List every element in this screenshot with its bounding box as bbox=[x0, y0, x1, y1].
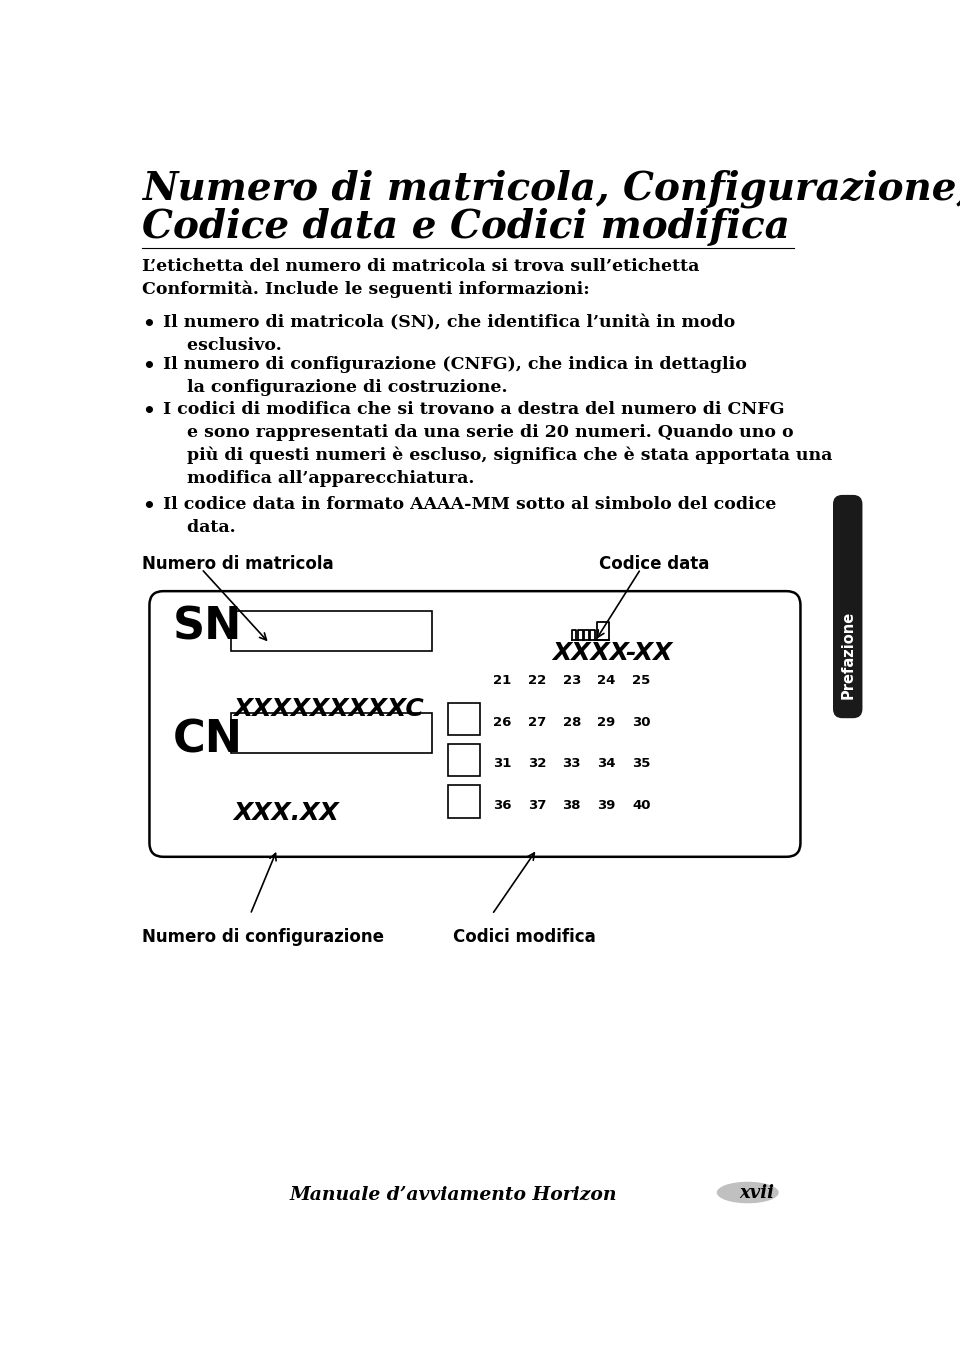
Text: 34: 34 bbox=[597, 758, 616, 770]
Text: Numero di configurazione: Numero di configurazione bbox=[142, 928, 384, 946]
Text: 21: 21 bbox=[492, 674, 511, 688]
Text: Il numero di matricola (SN), che identifica l’unità in modo
    esclusivo.: Il numero di matricola (SN), che identif… bbox=[162, 314, 734, 354]
Text: 38: 38 bbox=[563, 799, 581, 812]
Text: 24: 24 bbox=[597, 674, 615, 688]
Text: I codici di modifica che si trovano a destra del numero di CNFG
    e sono rappr: I codici di modifica che si trovano a de… bbox=[162, 401, 832, 487]
FancyBboxPatch shape bbox=[150, 591, 801, 857]
Text: •: • bbox=[142, 497, 155, 516]
Text: 30: 30 bbox=[633, 715, 651, 729]
Text: 36: 36 bbox=[492, 799, 512, 812]
Text: Codice data: Codice data bbox=[599, 556, 709, 573]
Text: 29: 29 bbox=[597, 715, 615, 729]
Text: 31: 31 bbox=[492, 758, 511, 770]
Text: 37: 37 bbox=[528, 799, 546, 812]
Text: 25: 25 bbox=[633, 674, 651, 688]
Text: Codici modifica: Codici modifica bbox=[453, 928, 596, 946]
Text: 35: 35 bbox=[633, 758, 651, 770]
Bar bbox=[447, 703, 480, 736]
Text: Manuale d’avviamento Horizon: Manuale d’avviamento Horizon bbox=[290, 1186, 617, 1204]
Text: 40: 40 bbox=[633, 799, 651, 812]
Text: Numero di matricola: Numero di matricola bbox=[142, 556, 333, 573]
Text: CN: CN bbox=[173, 718, 243, 762]
Text: XXX.XX: XXX.XX bbox=[233, 801, 339, 824]
Text: XXXX-XX: XXXX-XX bbox=[552, 642, 673, 665]
Text: 39: 39 bbox=[597, 799, 615, 812]
Text: 27: 27 bbox=[528, 715, 546, 729]
Text: •: • bbox=[142, 401, 155, 420]
Text: Il codice data in formato AAAA-MM sotto al simbolo del codice
    data.: Il codice data in formato AAAA-MM sotto … bbox=[162, 497, 776, 536]
Text: 26: 26 bbox=[492, 715, 511, 729]
Text: 32: 32 bbox=[528, 758, 546, 770]
Bar bbox=[230, 713, 432, 753]
Text: SN: SN bbox=[173, 605, 242, 648]
Text: 33: 33 bbox=[563, 758, 581, 770]
Ellipse shape bbox=[717, 1182, 779, 1204]
Bar bbox=[447, 744, 480, 775]
Text: •: • bbox=[142, 356, 155, 377]
Bar bbox=[230, 612, 432, 651]
Text: •: • bbox=[142, 314, 155, 334]
Text: xvii: xvii bbox=[739, 1183, 775, 1201]
Text: Codice data e Codici modifica: Codice data e Codici modifica bbox=[142, 209, 789, 247]
Bar bbox=[447, 785, 480, 818]
Text: 23: 23 bbox=[563, 674, 581, 688]
Text: 28: 28 bbox=[563, 715, 581, 729]
FancyBboxPatch shape bbox=[833, 495, 862, 718]
Text: Prefazione: Prefazione bbox=[840, 610, 855, 699]
Text: XXXXXXXXXC: XXXXXXXXXC bbox=[233, 698, 424, 722]
Text: 22: 22 bbox=[528, 674, 546, 688]
Text: L’etichetta del numero di matricola si trova sull’etichetta
Conformità. Include : L’etichetta del numero di matricola si t… bbox=[142, 258, 699, 299]
Text: Il numero di configurazione (CNFG), che indica in dettaglio
    la configurazion: Il numero di configurazione (CNFG), che … bbox=[162, 356, 747, 396]
Text: Numero di matricola, Configurazione,: Numero di matricola, Configurazione, bbox=[142, 171, 960, 209]
